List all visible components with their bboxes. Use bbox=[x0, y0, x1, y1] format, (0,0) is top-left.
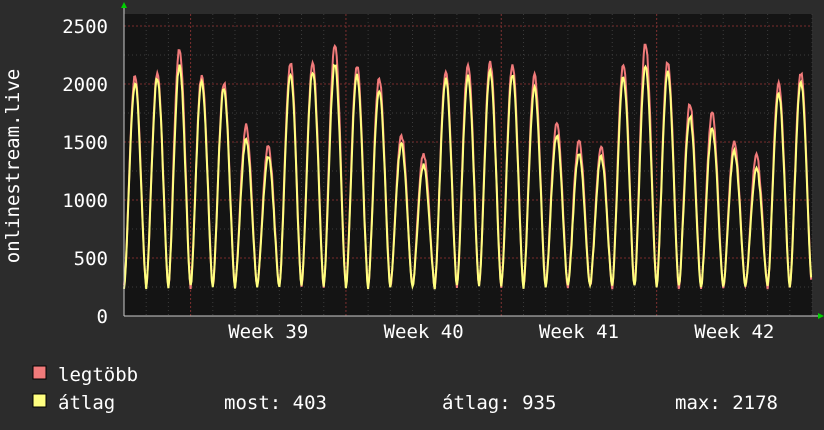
series-line-atlag bbox=[123, 63, 813, 291]
x-tick-label: Week 40 bbox=[384, 321, 464, 343]
x-tick-labels: Week 39 Week 40 Week 41 Week 42 bbox=[228, 321, 774, 343]
y-tick-label: 2500 bbox=[62, 16, 108, 38]
legend-swatch-legtobb bbox=[32, 365, 47, 380]
legend: legtöbb átlag most: 403 átlag: 935 max: … bbox=[32, 364, 778, 414]
y-tick-label: 1000 bbox=[62, 190, 108, 212]
x-axis-arrow bbox=[818, 313, 824, 319]
axes bbox=[121, 2, 824, 319]
y-tick-label: 0 bbox=[97, 306, 108, 328]
y-tick-labels: 0 500 1000 1500 2000 2500 bbox=[62, 16, 108, 328]
y-tick-label: 500 bbox=[74, 248, 108, 270]
y-axis-label: onlinestream.live bbox=[2, 69, 24, 263]
x-tick-label: Week 42 bbox=[694, 321, 774, 343]
legend-label-atlag: átlag bbox=[58, 392, 115, 414]
x-tick-label: Week 41 bbox=[539, 321, 619, 343]
y-tick-label: 1500 bbox=[62, 132, 108, 154]
x-tick-label: Week 39 bbox=[228, 321, 308, 343]
stat-avg: átlag: 935 bbox=[442, 392, 556, 414]
stat-max: max: 2178 bbox=[675, 392, 778, 414]
y-tick-label: 2000 bbox=[62, 74, 108, 96]
stat-now: most: 403 bbox=[224, 392, 327, 414]
y-axis-arrow bbox=[121, 2, 127, 8]
legend-swatch-atlag bbox=[32, 393, 47, 408]
legend-label-legtobb: legtöbb bbox=[58, 364, 138, 386]
series-layer bbox=[123, 43, 813, 291]
